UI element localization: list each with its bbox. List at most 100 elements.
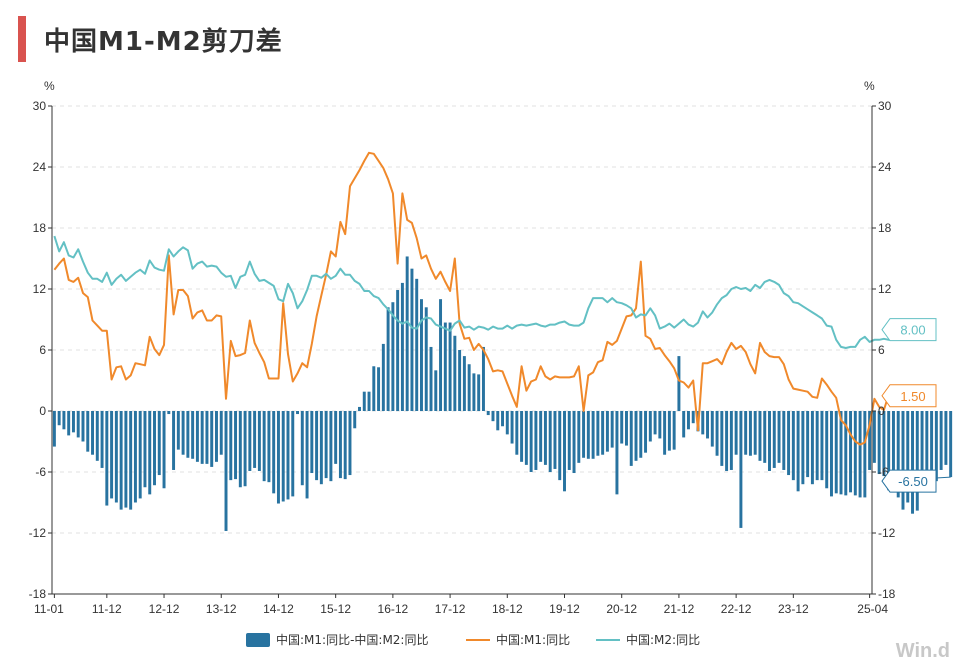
bar (672, 411, 676, 450)
x-tick-label: 11-01 (34, 602, 64, 616)
bar (224, 411, 228, 531)
bar (677, 356, 681, 411)
bar (429, 346, 433, 411)
bar (129, 411, 133, 510)
bar (81, 411, 85, 442)
bar (510, 411, 514, 444)
bar (453, 335, 457, 411)
x-tick-label: 17-12 (435, 602, 466, 616)
bar (315, 411, 319, 481)
bar (310, 411, 314, 474)
bar (210, 411, 214, 467)
bar (467, 364, 471, 411)
bar (853, 411, 857, 496)
bar (300, 411, 304, 486)
bar (434, 370, 438, 411)
y-tick-label-left: 6 (39, 343, 46, 357)
line-series-layer (53, 151, 909, 446)
title-accent-bar (18, 16, 26, 62)
y-tick-label-left: 24 (33, 160, 47, 174)
bar (195, 411, 199, 462)
y-tick-label-left: 30 (33, 99, 47, 113)
bar (424, 307, 428, 411)
bar (324, 411, 328, 479)
bar (768, 411, 771, 471)
y-tick-label-left: -6 (35, 465, 46, 479)
bar (691, 411, 695, 424)
x-tick-label: 13-12 (206, 602, 237, 616)
x-tick-label: 11-12 (92, 602, 122, 616)
bar (539, 411, 543, 462)
m2-line (53, 235, 909, 349)
bar (362, 391, 366, 411)
bar (725, 411, 729, 471)
bar (272, 411, 276, 494)
legend-item-m2: 中国:M2:同比 (596, 632, 700, 647)
bar (658, 411, 662, 439)
bar (858, 411, 862, 498)
bar (372, 366, 376, 411)
bar (634, 411, 638, 461)
callout-layer: 8.00 1.50 -6.50 (881, 318, 951, 493)
bar (796, 411, 800, 492)
bar-series-layer (52, 256, 953, 531)
bar (262, 411, 266, 482)
bar (148, 411, 152, 495)
y-tick-label-right: 30 (878, 99, 892, 113)
bar (491, 411, 495, 422)
bar (386, 307, 390, 411)
bar (791, 411, 795, 481)
bar (439, 299, 443, 411)
bar (133, 411, 137, 503)
bar (586, 411, 590, 459)
bar (706, 411, 710, 439)
bar (381, 343, 385, 411)
bar (772, 411, 776, 468)
bar (415, 278, 419, 411)
bar (944, 411, 948, 465)
bar (391, 302, 395, 411)
bar (820, 411, 824, 481)
bar (715, 411, 719, 456)
bar (462, 356, 466, 411)
bar (930, 411, 934, 474)
bar (868, 411, 872, 470)
bar (529, 411, 533, 472)
legend-item-spread: 中国:M1:同比-中国:M2:同比 (246, 632, 428, 647)
y-tick-label-right: 0 (878, 404, 885, 418)
bar (829, 411, 833, 497)
bar (610, 411, 614, 448)
x-tick-label: 25-04 (857, 602, 888, 616)
bar (176, 411, 180, 450)
bar (582, 411, 586, 458)
watermark-logo: Win.d (895, 640, 950, 662)
callout-value: -6.50 (898, 474, 928, 489)
bar (253, 411, 257, 468)
bar (534, 411, 538, 470)
x-tick-label: 19-12 (549, 602, 580, 616)
y-tick-label-left: 12 (33, 282, 47, 296)
bar (729, 411, 733, 470)
bar (887, 411, 891, 491)
y-tick-label-right: -18 (878, 587, 896, 601)
bar (501, 411, 505, 427)
bar (477, 374, 481, 411)
bar (181, 411, 185, 455)
callout-value: 1.50 (900, 389, 925, 404)
bar (229, 411, 233, 481)
bar (329, 411, 333, 482)
bar (67, 411, 71, 436)
bar (543, 411, 547, 465)
bar (52, 411, 56, 447)
bar (114, 411, 118, 503)
bar (505, 411, 509, 435)
bar (348, 411, 352, 476)
legend-label: 中国:M1:同比 (496, 632, 570, 647)
bar (167, 411, 171, 415)
legend-label: 中国:M2:同比 (626, 632, 700, 647)
bar (877, 411, 881, 475)
bar (343, 411, 347, 480)
bar (286, 411, 290, 500)
bar (358, 406, 361, 411)
bar (86, 411, 90, 452)
